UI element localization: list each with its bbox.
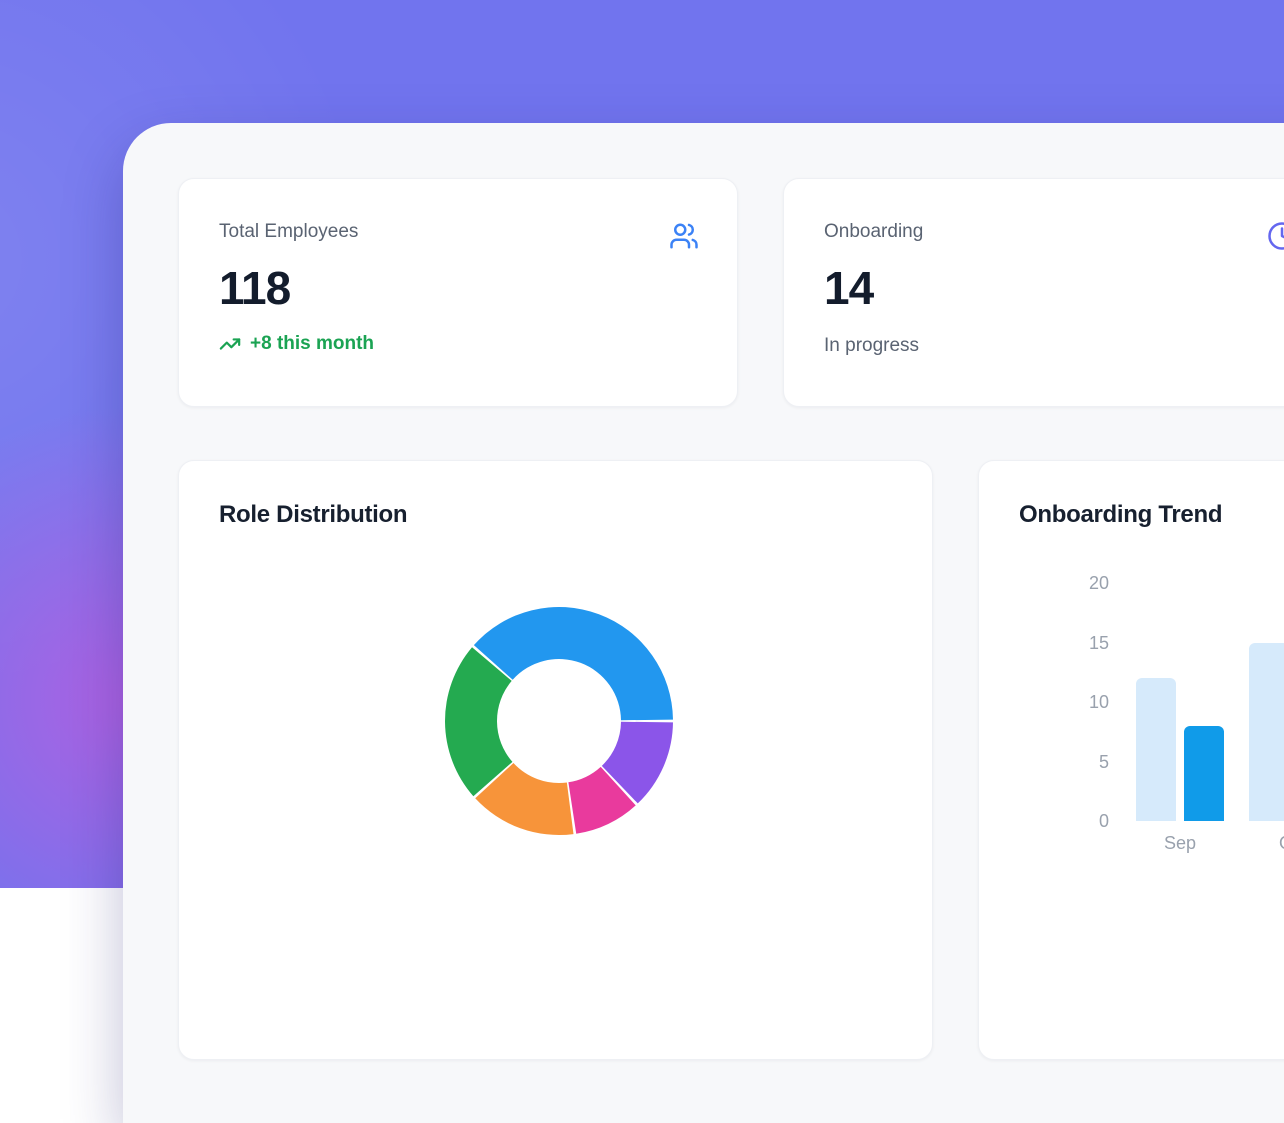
clock-icon	[1267, 221, 1284, 251]
stat-label: Total Employees	[219, 221, 697, 243]
bar-light-blue-oct	[1249, 643, 1284, 822]
bar-light-blue-sep	[1136, 678, 1176, 821]
page-background: Total Employees 118 +8 this month	[0, 0, 1284, 888]
onboarding-card: Onboarding 14 In progress	[783, 178, 1284, 407]
stat-value: 118	[219, 263, 697, 313]
bar-dark-blue-sep	[1184, 726, 1224, 821]
chart-title: Role Distribution	[219, 501, 407, 529]
role-donut-chart	[442, 604, 676, 838]
stat-delta: +8 this month	[219, 333, 697, 355]
stat-value: 14	[824, 263, 1284, 313]
x-axis-tick: Oct	[1248, 832, 1284, 854]
dashboard-panel: Total Employees 118 +8 this month	[123, 123, 1284, 1123]
trend-bar-chart: 0 5 10 15 20 Sep Oct	[979, 461, 1284, 1059]
donut-segment-blue	[474, 607, 673, 720]
stat-delta-text: +8 this month	[250, 333, 374, 355]
y-axis-tick: 20	[979, 572, 1109, 594]
users-icon	[669, 221, 699, 251]
stat-label: Onboarding	[824, 221, 1284, 243]
y-axis-tick: 5	[979, 751, 1109, 773]
stat-status: In progress	[824, 335, 1284, 357]
x-axis-tick: Sep	[1135, 832, 1225, 854]
y-axis-tick: 15	[979, 632, 1109, 654]
y-axis-tick: 10	[979, 691, 1109, 713]
role-distribution-card: Role Distribution	[178, 460, 933, 1060]
onboarding-trend-card: Onboarding Trend 05101520SepOct	[978, 460, 1284, 1060]
y-axis-tick: 0	[979, 810, 1109, 832]
total-employees-card: Total Employees 118 +8 this month	[178, 178, 738, 407]
trending-up-icon	[219, 333, 241, 355]
